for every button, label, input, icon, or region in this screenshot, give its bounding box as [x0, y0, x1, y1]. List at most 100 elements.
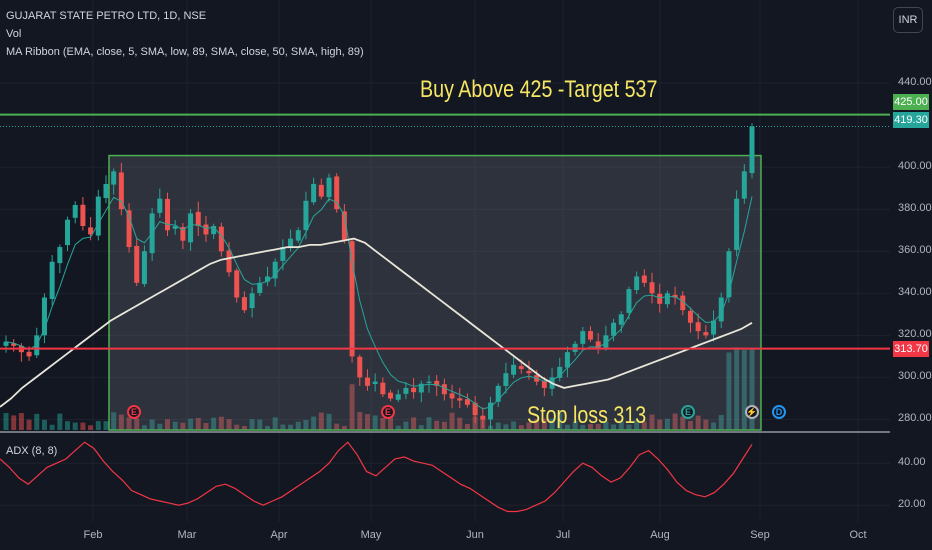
adx-legend[interactable]: ADX (8, 8)	[6, 445, 57, 457]
candle-body	[749, 126, 755, 174]
volume-bar	[49, 424, 55, 430]
candle-body	[557, 366, 563, 378]
candle-body	[403, 387, 409, 394]
earnings-event-2[interactable]: E	[381, 405, 395, 419]
volume-bar	[572, 421, 578, 430]
volume-bar	[495, 422, 501, 430]
candle-body	[334, 176, 340, 210]
volume-bar	[464, 423, 470, 430]
volume-bar	[272, 417, 278, 430]
candle-body	[180, 227, 186, 241]
ma-ribbon-legend[interactable]: MA Ribbon (EMA, close, 5, SMA, low, 89, …	[6, 46, 364, 58]
volume-legend[interactable]: Vol	[6, 28, 21, 40]
volume-bar	[395, 425, 401, 430]
volume-bar	[241, 425, 247, 430]
ma-ribbon-label: MA Ribbon (EMA, close, 5, SMA, low, 89, …	[6, 46, 364, 58]
volume-bar	[603, 421, 609, 430]
volume-bar	[618, 421, 624, 430]
volume-bar	[57, 413, 63, 430]
earnings-event-3[interactable]: E	[681, 405, 695, 419]
time-tick-label: Jun	[466, 529, 484, 541]
volume-bar	[472, 416, 478, 430]
candle-body	[318, 184, 324, 197]
volume-bar	[557, 412, 563, 430]
candle-body	[734, 198, 740, 250]
volume-bar	[18, 413, 24, 430]
candle-body	[111, 171, 117, 185]
candle-body	[526, 371, 532, 374]
split-event[interactable]: ⚡	[745, 405, 759, 419]
price-tick-label: 320.00	[898, 328, 932, 341]
adx-tick-label: 40.00	[898, 456, 926, 469]
volume-bar	[134, 418, 140, 430]
candle-body	[11, 343, 17, 346]
adx-tick-label: 20.00	[898, 498, 926, 511]
volume-bar	[672, 413, 678, 430]
volume-bar	[411, 417, 417, 430]
candle-body	[288, 238, 294, 249]
volume-bar	[34, 413, 40, 430]
candlestick-series	[3, 123, 755, 430]
dividend-event[interactable]: D	[772, 405, 786, 419]
adx-line	[0, 441, 753, 513]
candle-body	[26, 351, 32, 357]
price-tick-label: 440.00	[898, 76, 932, 89]
candle-body	[395, 394, 401, 400]
volume-label: Vol	[6, 28, 22, 40]
volume-bar	[457, 417, 463, 430]
volume-bar	[664, 418, 670, 430]
volume-bar	[257, 419, 263, 430]
volume-bar	[741, 349, 747, 430]
volume-bar	[503, 424, 509, 430]
volume-bar	[288, 424, 294, 430]
candle-body	[449, 393, 455, 399]
volume-bar	[349, 384, 355, 430]
candle-body	[341, 211, 347, 241]
last-price-tag: 419.30	[893, 112, 929, 128]
candle-body	[518, 366, 524, 370]
candle-body	[603, 335, 609, 348]
volume-bar	[680, 416, 686, 430]
candle-body	[3, 341, 9, 346]
volume-bar	[641, 421, 647, 430]
volume-bar	[311, 416, 317, 430]
stop-loss-annotation[interactable]: Stop loss 313	[527, 402, 647, 429]
currency-button[interactable]: INR	[893, 7, 923, 33]
volume-bar	[657, 419, 663, 430]
candle-body	[718, 297, 724, 322]
candle-body	[172, 226, 178, 229]
volume-bar	[318, 412, 324, 430]
candle-body	[657, 293, 663, 304]
volume-bar	[172, 421, 178, 430]
buy-annotation[interactable]: Buy Above 425 -Target 537	[420, 76, 658, 103]
price-tick-label: 340.00	[898, 286, 932, 299]
range-box	[108, 154, 762, 431]
symbol-legend[interactable]: GUJARAT STATE PETRO LTD, 1D, NSE	[6, 10, 206, 22]
volume-bar	[334, 423, 340, 430]
time-tick-label: Apr	[270, 529, 288, 541]
candle-body	[326, 177, 332, 198]
volume-bar	[234, 424, 240, 430]
volume-bar	[749, 349, 755, 430]
candle-body	[88, 227, 94, 235]
ema-5-line	[5, 196, 753, 410]
candle-body	[680, 295, 686, 311]
candle-body	[495, 385, 501, 402]
buy-level-tag: 425.00	[893, 94, 929, 110]
volume-bar	[587, 423, 593, 430]
candle-body	[49, 261, 55, 299]
candle-body	[372, 381, 378, 385]
volume-bar	[165, 419, 171, 430]
earnings-event-1[interactable]: E	[127, 405, 141, 419]
volume-bar	[303, 419, 309, 430]
candle-body	[95, 196, 101, 236]
volume-bar	[595, 423, 601, 430]
adx-label: ADX (8, 8)	[6, 445, 58, 457]
sma-50-line	[0, 237, 753, 408]
volume-bar	[326, 413, 332, 430]
symbol-title: GUJARAT STATE PETRO LTD, 1D, NSE	[6, 10, 207, 22]
price-tick-label: 280.00	[898, 412, 932, 425]
candle-body	[380, 382, 386, 395]
